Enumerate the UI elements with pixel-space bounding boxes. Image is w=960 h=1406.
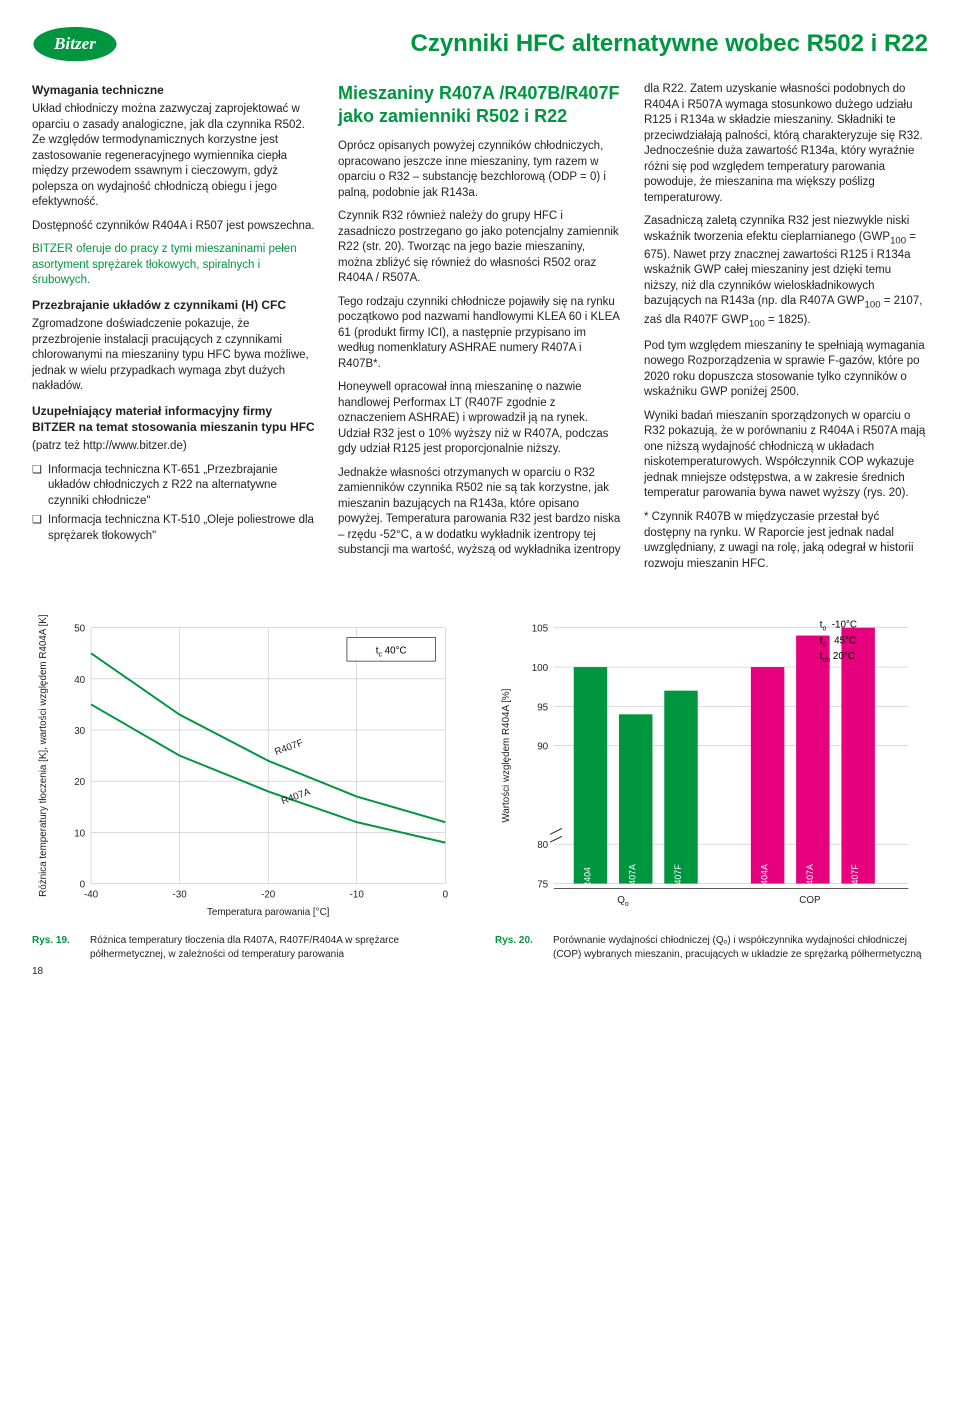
- para: Honeywell opracował inną mieszaninę o na…: [338, 380, 622, 458]
- chart-20: Wartości względem R404A [%] R404 R407A R40…: [495, 608, 928, 961]
- chart19-x-title: Temperatura parowania [°C]: [207, 907, 330, 918]
- info-list: Informacja techniczna KT-651 „Przezbraja…: [32, 463, 316, 545]
- para: dla R22. Zatem uzyskanie własności podob…: [644, 82, 928, 206]
- para: Pod tym względem mieszaniny te spełniają…: [644, 339, 928, 401]
- svg-text:R404: R404: [582, 867, 592, 888]
- page-title: Czynniki HFC alternatywne wobec R502 i R…: [132, 28, 928, 60]
- para: Tego rodzaju czynniki chłodnicze pojawił…: [338, 295, 622, 373]
- svg-text:-30: -30: [173, 889, 188, 900]
- para: Wyniki badań mieszanin sporządzonych w o…: [644, 409, 928, 502]
- svg-text:R404A: R404A: [760, 864, 770, 891]
- svg-text:95: 95: [537, 702, 548, 713]
- caption-text: Porównanie wydajności chłodniczej (Qₒ) i…: [553, 934, 928, 961]
- para: Zgromadzone doświadczenie pokazuje, że p…: [32, 317, 316, 395]
- list-item: Informacja techniczna KT-651 „Przezbraja…: [32, 463, 316, 510]
- svg-text:0: 0: [80, 880, 86, 891]
- page-header: Bitzer Czynniki HFC alternatywne wobec R…: [32, 24, 928, 64]
- svg-text:to -10°C: to -10°C: [820, 620, 857, 633]
- svg-text:0: 0: [443, 889, 449, 900]
- list-item: Informacja techniczna KT-510 „Oleje poli…: [32, 513, 316, 544]
- chart20-caption: Rys. 20. Porównanie wydajności chłodnicz…: [495, 934, 928, 961]
- svg-text:80: 80: [537, 840, 548, 851]
- svg-text:R407F: R407F: [273, 738, 304, 758]
- chart20-group-cop: COP: [799, 895, 821, 906]
- chart19-y-title: Różnica temperatury tłoczenia [K], warto…: [38, 614, 49, 897]
- svg-text:10: 10: [74, 828, 85, 839]
- heading-tech-requirements: Wymagania techniczne: [32, 82, 316, 98]
- svg-text:-10: -10: [350, 889, 365, 900]
- para-footnote: * Czynnik R407B w międzyczasie przestał …: [644, 510, 928, 572]
- para: Oprócz opisanych powyżej czynników chłod…: [338, 139, 622, 201]
- caption-text: Różnica temperatury tłoczenia dla R407A,…: [90, 934, 465, 961]
- para: Dostępność czynników R404A i R507 jest p…: [32, 219, 316, 235]
- svg-text:50: 50: [74, 624, 85, 635]
- svg-text:90: 90: [537, 742, 548, 753]
- svg-text:105: 105: [532, 624, 549, 635]
- heading-supplementary: Uzupełniający materiał informacyjny firm…: [32, 403, 316, 435]
- column-2: Mieszaniny R407A /R407B/R407F jako zamie…: [338, 82, 622, 580]
- column-3: dla R22. Zatem uzyskanie własności podob…: [644, 82, 928, 580]
- svg-text:20: 20: [74, 777, 85, 788]
- para: Zasadniczą zaletą czynnika R32 jest niez…: [644, 214, 928, 331]
- page-number: 18: [32, 965, 928, 979]
- para-green: BITZER oferuje do pracy z tymi mieszanin…: [32, 242, 316, 289]
- chart20-legend: to -10°C tc 45°C toh 20°C: [820, 620, 857, 664]
- svg-text:R407F: R407F: [850, 864, 860, 891]
- charts-row: Różnica temperatury tłoczenia [K], warto…: [32, 608, 928, 961]
- svg-text:Bitzer: Bitzer: [53, 34, 96, 53]
- para: Czynnik R32 również należy do grupy HFC …: [338, 209, 622, 287]
- bitzer-logo: Bitzer: [32, 24, 118, 64]
- chart-19: Różnica temperatury tłoczenia [K], warto…: [32, 608, 465, 961]
- fig-label: Rys. 20.: [495, 934, 545, 961]
- svg-text:R407A: R407A: [805, 864, 815, 891]
- text-columns: Wymagania techniczne Układ chłodniczy mo…: [32, 82, 928, 580]
- chart19-caption: Rys. 19. Różnica temperatury tłoczenia d…: [32, 934, 465, 961]
- heading-retrofit: Przezbrajanie układów z czynnikami (H) C…: [32, 297, 316, 313]
- chart20-group-qo: Qo: [617, 895, 629, 908]
- svg-text:tc 45°C: tc 45°C: [820, 635, 856, 648]
- section-heading-green: Mieszaniny R407A /R407B/R407F jako zamie…: [338, 82, 622, 127]
- para: Układ chłodniczy można zazwyczaj zaproje…: [32, 102, 316, 211]
- svg-text:75: 75: [537, 880, 548, 891]
- fig-label: Rys. 19.: [32, 934, 82, 961]
- svg-text:-20: -20: [261, 889, 276, 900]
- para: Jednakże własności otrzymanych w oparciu…: [338, 466, 622, 559]
- para: (patrz też http://www.bitzer.de): [32, 439, 316, 455]
- column-1: Wymagania techniczne Układ chłodniczy mo…: [32, 82, 316, 580]
- svg-text:R407A: R407A: [628, 864, 638, 891]
- svg-text:30: 30: [74, 726, 85, 737]
- chart20-y-title: Wartości względem R404A [%]: [501, 688, 512, 822]
- svg-text:40: 40: [74, 675, 85, 686]
- svg-text:R407F: R407F: [673, 864, 683, 891]
- svg-text:-40: -40: [84, 889, 99, 900]
- svg-text:100: 100: [532, 663, 549, 674]
